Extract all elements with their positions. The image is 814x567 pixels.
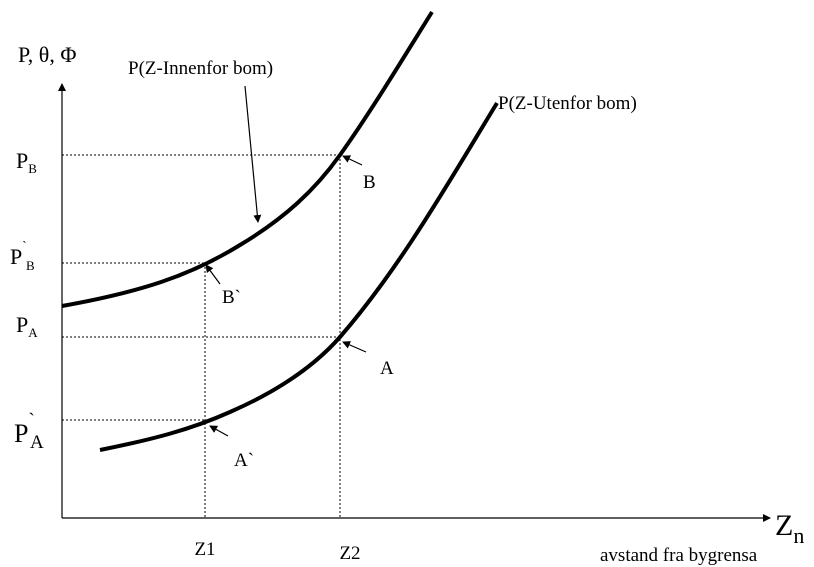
y-label-main: P — [14, 419, 28, 448]
y-label-sub: A — [30, 432, 44, 453]
x-axis-sub: n — [793, 523, 804, 548]
y-label-main: P — [16, 148, 28, 173]
y-label-sub: B — [28, 161, 37, 176]
y-label: P`B — [10, 238, 35, 273]
y-axis-label: P, θ, Φ — [18, 42, 76, 67]
y-label-sub: A — [28, 325, 38, 340]
y-label-sub: B — [26, 258, 35, 273]
arrow — [244, 85, 262, 223]
y-label-sup: ` — [22, 238, 26, 253]
point-label: A` — [234, 450, 254, 471]
point-label: A — [380, 358, 394, 379]
x-label: Z2 — [339, 543, 360, 564]
curve-innenfor — [61, 10, 434, 308]
arrow — [209, 425, 229, 437]
x-label: Z1 — [194, 539, 215, 560]
point-label: B` — [222, 287, 241, 308]
x-caption: avstand fra bygrensa — [600, 545, 758, 566]
y-label-sup: ` — [28, 410, 34, 431]
arrow — [342, 341, 367, 353]
curve-utenfor — [99, 101, 499, 452]
y-label: PA — [16, 312, 38, 340]
x-axis-label: Zn — [775, 509, 804, 548]
x-axis-main: Z — [775, 509, 793, 542]
curve-label: P(Z-Utenfor bom) — [498, 93, 637, 114]
arrow — [205, 264, 221, 285]
y-label: P` A — [14, 410, 44, 453]
y-label: PB — [16, 148, 37, 176]
y-label-main: P — [16, 312, 28, 337]
point-label: B — [363, 172, 376, 193]
y-label-main: P — [10, 244, 22, 269]
curve-label: P(Z-Innenfor bom) — [128, 58, 273, 79]
arrow — [342, 155, 363, 166]
